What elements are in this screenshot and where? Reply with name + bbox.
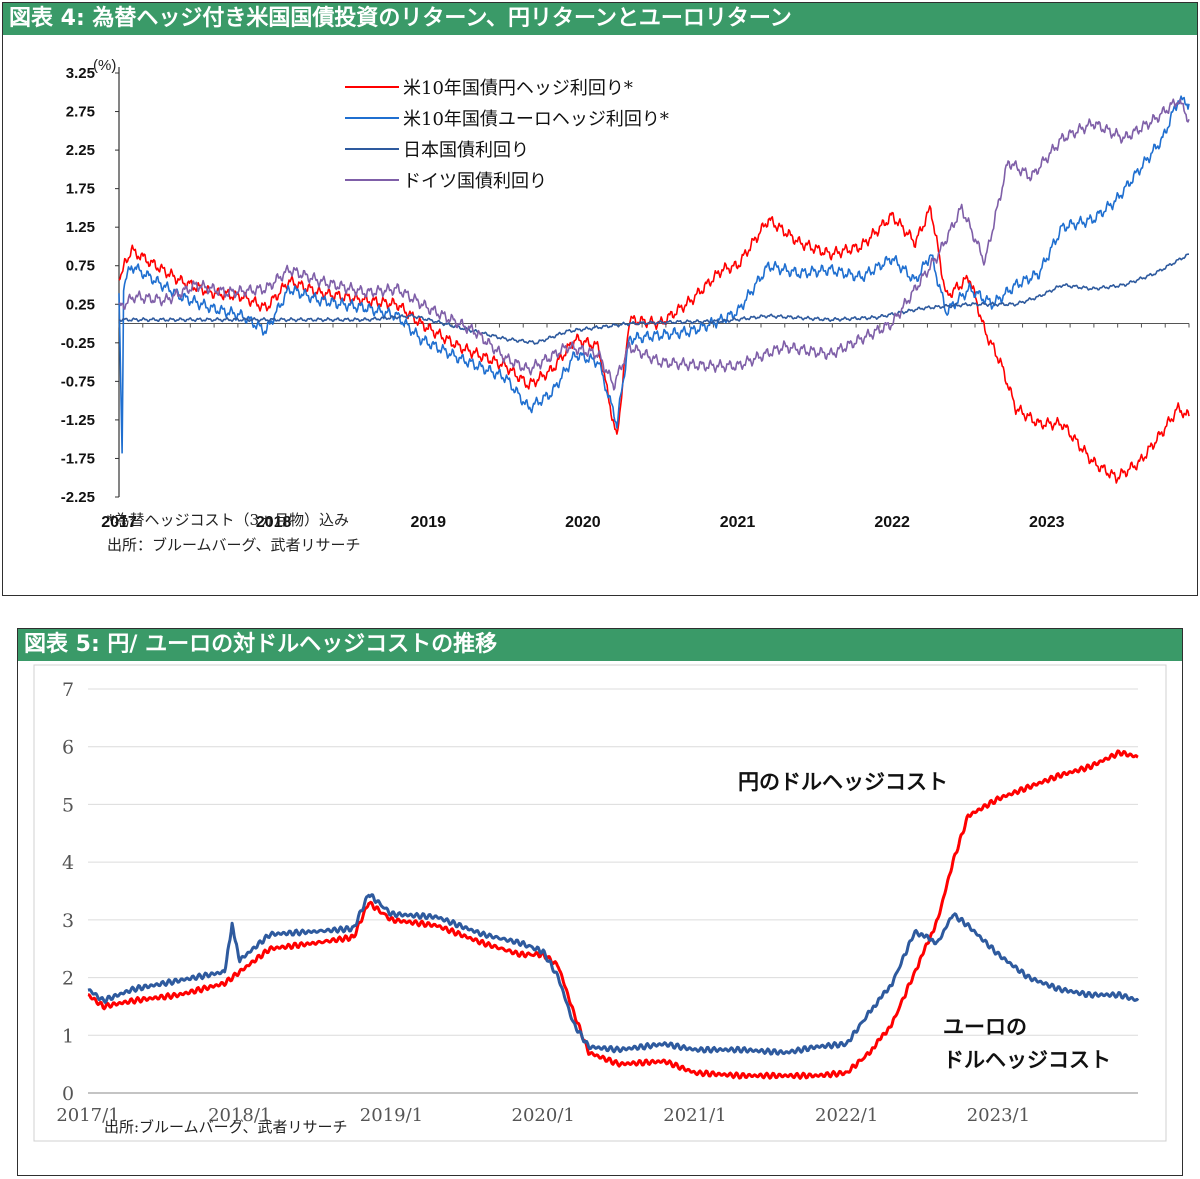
x-tick-label: 2018: [256, 514, 292, 531]
x-tick-label: 2017: [101, 514, 137, 531]
annotation-euro-2: ドルヘッジコスト: [943, 1048, 1111, 1072]
legend-label-3: ドイツ国債利回り: [403, 171, 547, 192]
x-tick-label: 2021/1: [663, 1105, 726, 1126]
y-tick-label: 2: [62, 968, 74, 990]
y-tick-label: 1.25: [66, 219, 95, 236]
legend-label-1: 米10年国債ユーロヘッジ利回り*: [403, 109, 669, 130]
plot-frame: [33, 664, 1167, 1142]
y-tick-label: 1.75: [66, 181, 95, 198]
y-tick-label: -0.75: [61, 373, 95, 390]
series-line-1: [118, 95, 1190, 454]
legend-label-0: 米10年国債円ヘッジ利回り*: [403, 78, 633, 99]
y-tick-label: 6: [62, 737, 74, 759]
y-tick-label: 3: [62, 910, 74, 932]
figure4-title: 図表 4: 為替ヘッジ付き米国国債投資のリターン、円リターンとユーロリターン: [3, 3, 1197, 35]
legend-label-2: 日本国債利回り: [403, 140, 529, 161]
x-tick-label: 2023: [1029, 514, 1065, 531]
annotation-euro-1: ユーロの: [943, 1015, 1027, 1039]
y-tick-label: 0: [62, 1083, 74, 1105]
y-tick-label: 2.75: [66, 104, 95, 121]
y-tick-label: -2.25: [61, 489, 95, 506]
x-tick-label: 2019/1: [360, 1105, 423, 1126]
figure5-source: 出所:ブルームバーグ、武者リサーチ: [104, 1118, 348, 1136]
y-tick-label: 0.25: [66, 296, 95, 313]
figure5-title: 図表 5: 円/ ユーロの対ドルヘッジコストの推移: [18, 629, 1182, 661]
y-tick-label: 4: [62, 852, 74, 874]
y-tick-label: 0.75: [66, 258, 95, 275]
figure4-chart: (%)3.25 2.75 2.25 1.75 1.25 0.75 0.25 -0.25 -0.7…: [61, 57, 1190, 531]
x-tick-label: 2020: [565, 514, 601, 531]
series-line-3: [118, 98, 1190, 391]
y-tick-label: -1.75: [61, 450, 95, 467]
y-unit-label: (%): [93, 57, 116, 74]
x-tick-label: 2020/1: [512, 1105, 575, 1126]
series-line-2: [118, 253, 1189, 345]
x-tick-label: 2017/1: [56, 1105, 119, 1126]
y-tick-label: 2.25: [66, 142, 95, 159]
y-tick-label: 3.25: [66, 65, 95, 82]
x-tick-label: 2022/1: [815, 1105, 878, 1126]
figure4-source: 出所：ブルームバーグ、武者リサーチ: [107, 536, 361, 554]
series-line-1: [87, 893, 1140, 1056]
y-tick-label: -1.25: [61, 412, 95, 429]
series-line-0: [118, 205, 1190, 484]
annotation-yen: 円のドルヘッジコスト: [738, 770, 948, 794]
x-tick-label: 2023/1: [967, 1105, 1030, 1126]
x-tick-label: 2018/1: [208, 1105, 271, 1126]
x-tick-label: 2021: [720, 514, 756, 531]
figure4-panel: 図表 4: 為替ヘッジ付き米国国債投資のリターン、円リターンとユーロリターン (…: [2, 2, 1198, 596]
x-tick-label: 2022: [874, 514, 910, 531]
x-tick-label: 2019: [410, 514, 446, 531]
y-tick-label: 1: [62, 1025, 74, 1047]
y-tick-label: -0.25: [61, 335, 95, 352]
figure4-note-1: *為替ヘッジコスト（3ヵ月物）込み: [107, 511, 350, 529]
y-tick-label: 5: [62, 794, 74, 816]
figure5-panel: 図表 5: 円/ ユーロの対ドルヘッジコストの推移 7 6 5 4 3 2 1 0 2017/1…: [17, 628, 1183, 1176]
series-line-0: [87, 749, 1139, 1080]
y-tick-label: 7: [62, 679, 74, 701]
